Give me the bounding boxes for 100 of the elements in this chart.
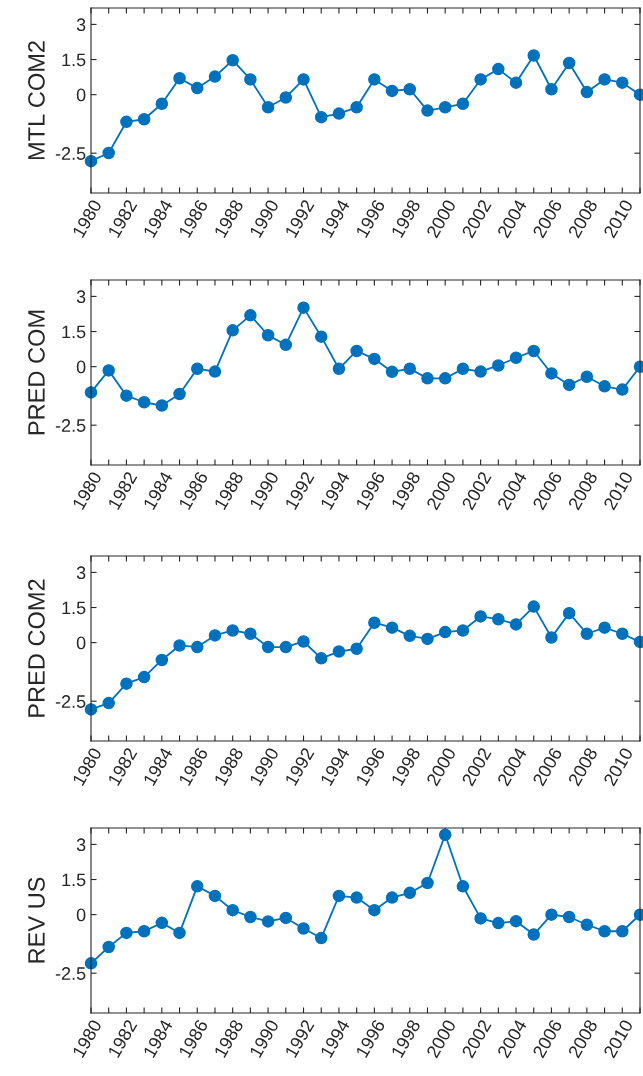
point xyxy=(616,627,629,640)
point xyxy=(492,359,505,372)
point xyxy=(509,76,523,89)
point xyxy=(332,645,346,658)
point xyxy=(438,625,452,639)
point xyxy=(527,928,540,941)
point xyxy=(527,344,540,358)
y-axis-title: REV US xyxy=(28,877,45,963)
y-tick-label: -2.5 xyxy=(55,419,86,432)
point xyxy=(598,925,611,938)
point xyxy=(509,618,523,631)
point xyxy=(226,624,239,637)
point xyxy=(474,73,487,86)
y-axis-title: MTL COM2 xyxy=(28,41,45,160)
point xyxy=(545,631,558,644)
y-tick-label: 3 xyxy=(76,566,86,580)
point xyxy=(438,372,452,385)
point xyxy=(456,880,470,893)
point xyxy=(474,912,487,925)
point xyxy=(155,399,169,412)
y-tick-label: 1.5 xyxy=(62,873,86,887)
point xyxy=(492,916,505,930)
point xyxy=(120,926,133,940)
point xyxy=(279,911,293,925)
point xyxy=(562,606,576,620)
point xyxy=(155,916,169,930)
point xyxy=(261,101,275,114)
point xyxy=(598,621,611,634)
point xyxy=(137,395,151,409)
point xyxy=(403,629,417,643)
point xyxy=(403,362,417,376)
point xyxy=(208,365,222,378)
point xyxy=(226,53,239,67)
point xyxy=(120,115,133,129)
point xyxy=(385,621,399,634)
point xyxy=(314,652,328,665)
y-tick-label: 3 xyxy=(76,838,86,852)
point xyxy=(102,696,115,710)
point xyxy=(527,600,540,613)
point xyxy=(456,97,470,111)
y-tick-label: 1.5 xyxy=(62,601,86,615)
point xyxy=(155,97,169,111)
point xyxy=(120,389,133,402)
point xyxy=(191,880,204,893)
point xyxy=(385,365,399,379)
y-tick-label: 0 xyxy=(76,88,86,102)
point xyxy=(368,616,381,629)
point xyxy=(403,886,417,900)
y-tick-label: -2.5 xyxy=(55,147,86,160)
point xyxy=(332,362,346,376)
point xyxy=(102,146,115,160)
point xyxy=(173,639,186,652)
point xyxy=(261,640,275,654)
point xyxy=(385,891,399,904)
point xyxy=(297,922,310,935)
point xyxy=(368,352,381,366)
point xyxy=(509,351,523,364)
point xyxy=(208,629,222,642)
point xyxy=(208,70,222,83)
point xyxy=(616,383,629,396)
point xyxy=(173,72,186,85)
point xyxy=(297,301,310,314)
point xyxy=(456,362,470,376)
point xyxy=(137,925,151,938)
point xyxy=(350,344,363,358)
point xyxy=(368,903,381,917)
point xyxy=(438,828,452,842)
y-tick-label: 0 xyxy=(76,360,86,374)
y-tick-label: 0 xyxy=(76,636,86,650)
y-tick-label: 1.5 xyxy=(62,53,86,67)
point xyxy=(562,910,576,924)
point xyxy=(332,107,346,120)
point xyxy=(279,91,293,104)
y-tick-label: -2.5 xyxy=(55,967,86,980)
point xyxy=(562,56,576,70)
point xyxy=(332,889,346,903)
point xyxy=(297,635,310,648)
point xyxy=(350,891,363,904)
point xyxy=(616,76,629,89)
point xyxy=(261,329,275,342)
point xyxy=(438,101,452,114)
point xyxy=(385,84,399,98)
point xyxy=(191,362,204,376)
point xyxy=(403,83,417,96)
point xyxy=(456,624,470,637)
point xyxy=(120,677,133,690)
point xyxy=(368,73,381,86)
point xyxy=(580,370,594,383)
point xyxy=(509,914,523,928)
point xyxy=(279,338,293,352)
point xyxy=(102,940,115,954)
point xyxy=(137,670,151,684)
point xyxy=(421,876,434,890)
point xyxy=(314,330,328,343)
point xyxy=(173,926,186,940)
point xyxy=(616,925,629,938)
point xyxy=(350,642,363,655)
point xyxy=(474,365,487,378)
y-tick-label: 3 xyxy=(76,290,86,304)
point xyxy=(208,889,222,903)
